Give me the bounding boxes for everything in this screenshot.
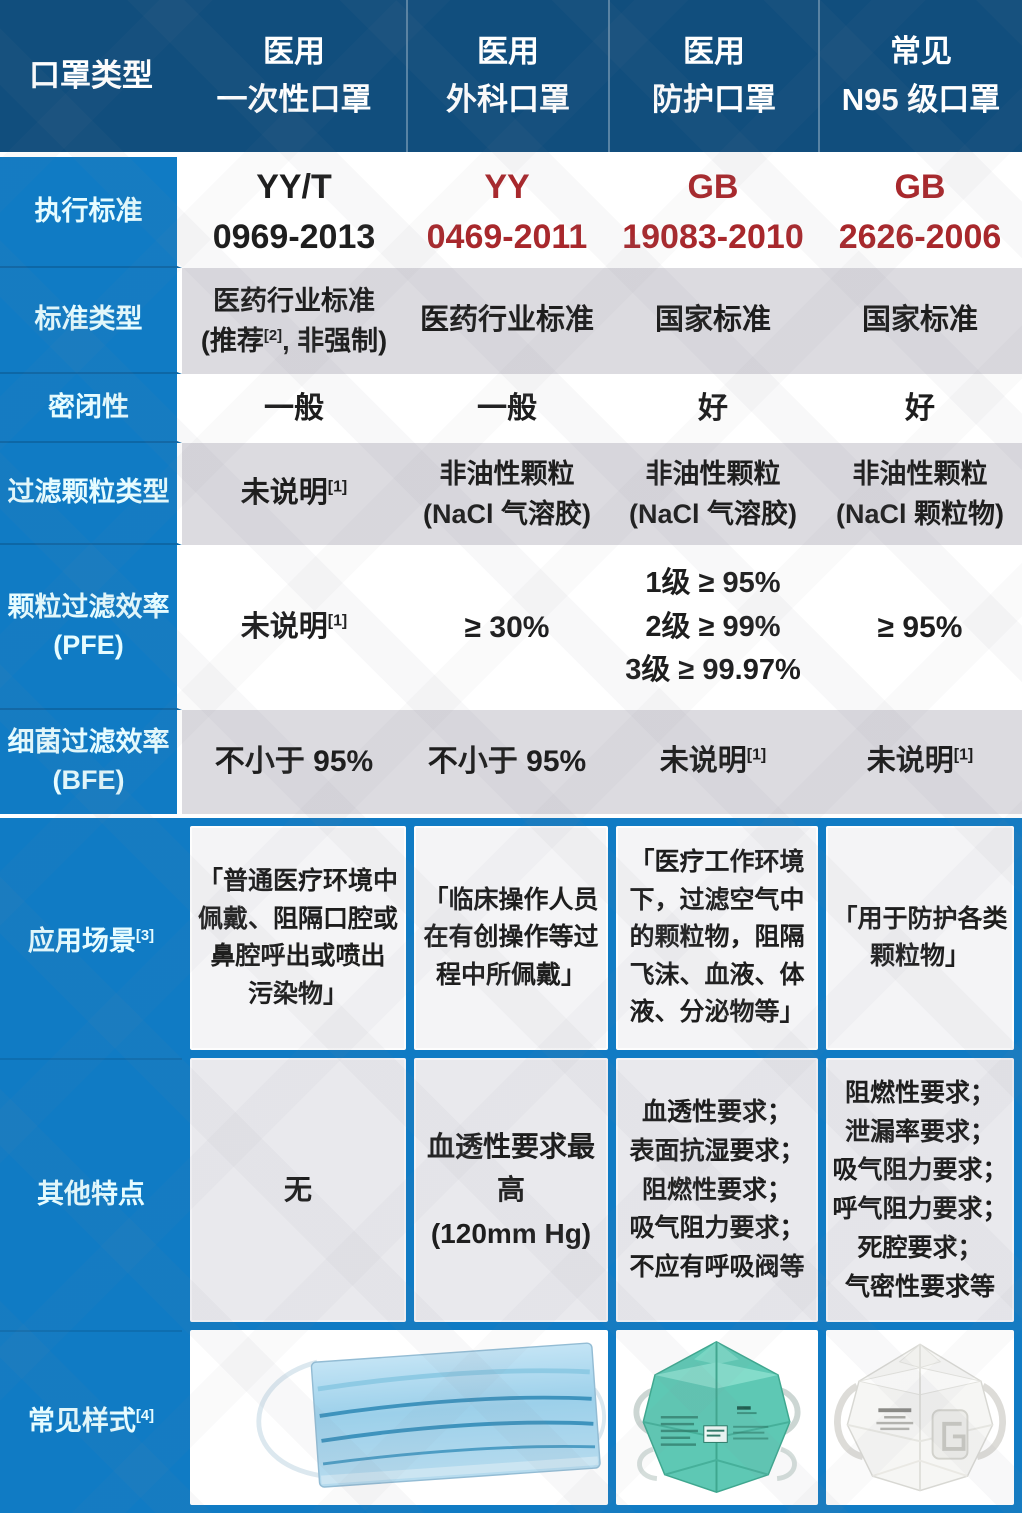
row-label-particle-type: 过滤颗粒类型 (0, 443, 182, 545)
cell-scene-n95: 「用于防护各类 颗粒物」 (826, 826, 1014, 1050)
row-label-other-features: 其他特点 (0, 1058, 182, 1322)
row-label-common-style: 常见样式[4] (0, 1330, 182, 1505)
superscript-ref: [2] (263, 328, 283, 344)
cell-scene-protective: 「医疗工作环境 下，过滤空气中 的颗粒物，阻隔 飞沫、血液、体 液、分泌物等」 (616, 826, 818, 1050)
cell-scene-disposable: 「普通医疗环境中 佩戴、阻隔口腔或 鼻腔呼出或喷出 污染物」 (190, 826, 406, 1050)
cell-type-n95: 国家标准 (861, 304, 978, 337)
superscript-ref: [1] (746, 746, 767, 764)
cell-type-protective: 国家标准 (654, 304, 771, 337)
flat-blue-surgical-mask-photo (256, 1342, 606, 1488)
row-particle-type: 过滤颗粒类型 未说明[1] 非油性颗粒 (NaCl 气溶胶) 非油性颗粒 (Na… (0, 443, 1022, 545)
cell-features-surgical: 血透性要求最高 (120mm Hg) (414, 1058, 608, 1322)
cell-particle-surgical: 非油性颗粒 (NaCl 气溶胶) (423, 458, 591, 530)
header-col-protective: 医用 防护口罩 (608, 0, 818, 152)
cell-seal-protective: 好 (698, 391, 728, 425)
row-label-bfe: 细菌过滤效率 (BFE) (0, 710, 182, 814)
row-standard-type: 标准类型 医药行业标准 (推荐[2], 非强制) 医药行业标准 国家标准 国家标… (0, 268, 1022, 374)
cell-bfe-protective: 未说明[1] (659, 745, 767, 778)
cell-bfe-disposable: 不小于 95% (214, 745, 374, 779)
row-label-seal: 密闭性 (0, 374, 182, 443)
cell-type-surgical: 医药行业标准 (419, 304, 594, 337)
cell-bfe-n95: 未说明[1] (866, 745, 974, 778)
cell-exec-surgical: YY 0469-2011 (426, 168, 588, 256)
cell-features-n95: 阻燃性要求； 泄漏率要求； 吸气阻力要求； 呼气阻力要求； 死腔要求； 气密性要… (826, 1058, 1014, 1322)
cell-seal-disposable: 一般 (264, 391, 324, 425)
row-pfe: 颗粒过滤效率 (PFE) 未说明[1] ≥ 30% 1级 ≥ 95% 2级 ≥ … (0, 545, 1022, 710)
header-divider (0, 152, 1022, 157)
header-mask-type: 口罩类型 (0, 0, 182, 152)
cell-exec-n95: GB 2626-2006 (838, 168, 1002, 256)
header-label: 医用 一次性口罩 (216, 33, 372, 117)
cell-particle-protective: 非油性颗粒 (NaCl 气溶胶) (629, 458, 797, 530)
header-label: 口罩类型 (29, 57, 153, 93)
cell-type-disposable: 医药行业标准 (推荐[2], 非强制) (200, 285, 388, 357)
cell-exec-protective: GB 19083-2010 (622, 168, 804, 256)
superscript-ref: [1] (327, 612, 348, 630)
superscript-ref: [3] (135, 927, 155, 944)
header-col-surgical: 医用 外科口罩 (406, 0, 608, 152)
row-application-scene: 应用场景[3] 「普通医疗环境中 佩戴、阻隔口腔或 鼻腔呼出或喷出 污染物」 「… (0, 818, 1014, 1050)
cell-bfe-surgical: 不小于 95% (427, 745, 587, 779)
cell-particle-disposable: 未说明[1] (240, 477, 348, 510)
header-label: 医用 防护口罩 (652, 33, 776, 117)
cell-style-disposable-surgical (190, 1330, 608, 1505)
table-header: 口罩类型 医用 一次性口罩 医用 外科口罩 医用 防护口罩 常见 N95 级口罩 (0, 0, 1022, 152)
cell-exec-disposable: YY/T 0969-2013 (212, 168, 376, 256)
cell-style-n95 (826, 1330, 1014, 1505)
row-label-standard-type: 标准类型 (0, 268, 182, 374)
cell-pfe-disposable: 未说明[1] (240, 610, 348, 643)
row-label-pfe: 颗粒过滤效率 (PFE) (0, 545, 182, 710)
header-col-n95: 常见 N95 级口罩 (818, 0, 1022, 152)
row-other-features: 其他特点 无 血透性要求最高 (120mm Hg) 血透性要求； 表面抗湿要求；… (0, 1050, 1014, 1322)
cell-style-protective (616, 1330, 818, 1505)
header-label: 医用 外科口罩 (446, 33, 570, 117)
detail-section: 应用场景[3] 「普通医疗环境中 佩戴、阻隔口腔或 鼻腔呼出或喷出 污染物」 「… (0, 814, 1022, 1513)
header-label: 常见 N95 级口罩 (841, 33, 1001, 117)
cell-pfe-protective: 1级 ≥ 95% 2级 ≥ 99% 3级 ≥ 99.97% (625, 567, 801, 687)
cell-pfe-surgical: ≥ 30% (464, 610, 550, 644)
white-fold-flat-n95-respirator-photo (834, 1343, 1006, 1492)
cell-features-protective: 血透性要求； 表面抗湿要求； 阻燃性要求； 吸气阻力要求； 不应有呼吸阀等 (616, 1058, 818, 1322)
row-seal: 密闭性 一般 一般 好 好 (0, 374, 1022, 443)
cell-particle-n95: 非油性颗粒 (NaCl 颗粒物) (836, 458, 1004, 530)
cell-pfe-n95: ≥ 95% (877, 610, 963, 644)
cell-scene-surgical: 「临床操作人员 在有创操作等过 程中所佩戴」 (414, 826, 608, 1050)
row-common-style: 常见样式[4] (0, 1322, 1014, 1513)
row-exec-standard: 执行标准 YY/T 0969-2013 YY 0469-2011 GB 1908… (0, 157, 1022, 268)
cell-features-disposable: 无 (190, 1058, 406, 1322)
row-label-exec-standard: 执行标准 (0, 157, 182, 268)
cell-seal-n95: 好 (905, 391, 935, 425)
cell-seal-surgical: 一般 (477, 391, 537, 425)
header-col-disposable: 医用 一次性口罩 (182, 0, 406, 152)
superscript-ref: [4] (135, 1408, 155, 1424)
superscript-ref: [1] (953, 746, 974, 764)
row-bfe: 细菌过滤效率 (BFE) 不小于 95% 不小于 95% 未说明[1] 未说明[… (0, 710, 1022, 814)
teal-fold-flat-respirator-photo (633, 1340, 801, 1494)
row-label-application-scene: 应用场景[3] (27, 925, 155, 956)
superscript-ref: [1] (327, 478, 348, 496)
